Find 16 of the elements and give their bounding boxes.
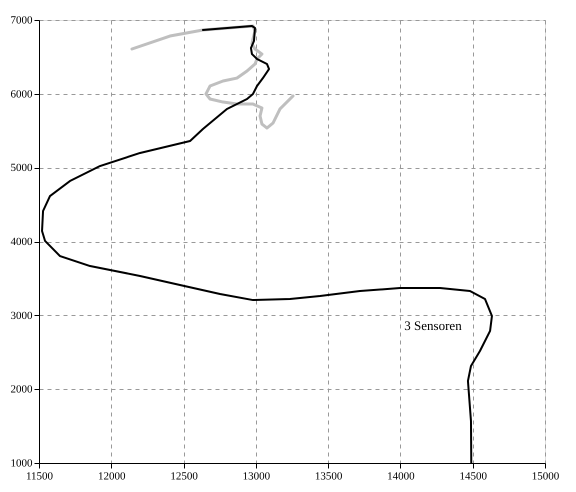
y-tick-label: 3000: [10, 310, 33, 322]
x-tick-label: 14500: [459, 470, 488, 482]
annotation: 3 Sensoren: [404, 318, 462, 333]
y-tick-label: 1000: [10, 458, 33, 470]
x-tick-label: 14000: [387, 470, 416, 482]
y-tick-label: 5000: [10, 162, 33, 174]
x-tick-label: 15000: [532, 470, 560, 482]
y-tick-label: 6000: [10, 88, 33, 100]
y-tick-label: 7000: [10, 14, 33, 26]
x-tick-label: 11500: [26, 470, 54, 482]
x-tick-label: 12500: [170, 470, 198, 482]
x-tick-label: 12000: [98, 470, 126, 482]
x-tick-label: 13500: [314, 470, 343, 482]
y-tick-label: 2000: [10, 384, 33, 396]
y-tick-label: 4000: [10, 236, 33, 248]
x-tick-label: 13000: [242, 470, 271, 482]
